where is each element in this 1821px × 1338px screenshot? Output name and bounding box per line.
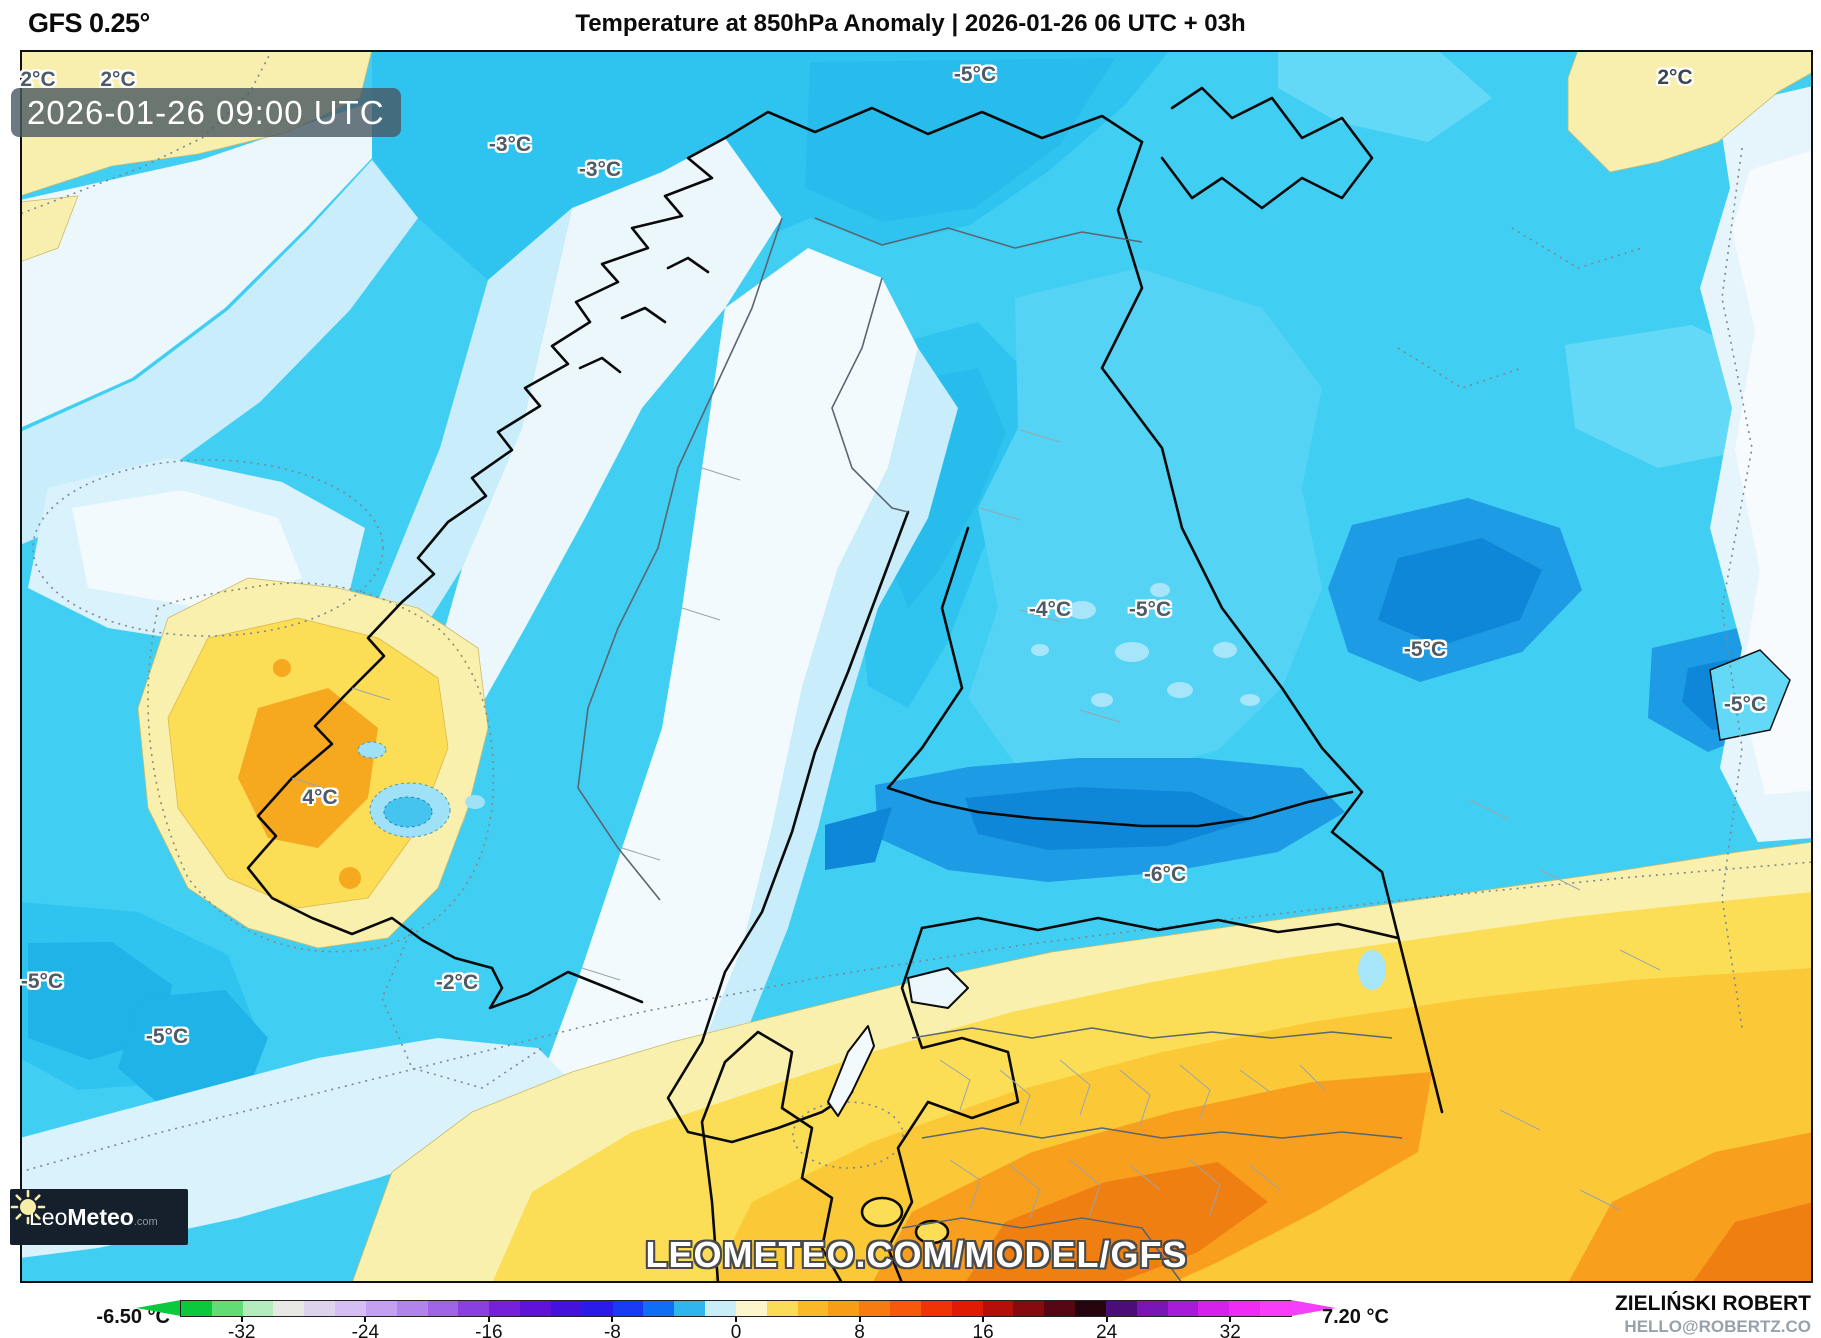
colorbar-tick: -32: [228, 1322, 256, 1338]
contour-lines: [20, 50, 1813, 1173]
cold-anomaly-regions: [20, 50, 1792, 1112]
temp-label: -5°C: [1403, 638, 1447, 661]
credit-author: ZIELIŃSKI ROBERT: [1614, 1292, 1811, 1315]
admin-borders: [291, 429, 1661, 1219]
colorbar-right-arrow: [1291, 1300, 1336, 1316]
temp-label: 2°C: [1657, 66, 1693, 89]
colorbar-tick-marks: [180, 1317, 1292, 1322]
coastlines: [246, 86, 1444, 1283]
temp-label: -5°C: [145, 1025, 189, 1048]
temp-label: -3°C: [578, 158, 622, 181]
colorbar-tick: 32: [1219, 1322, 1241, 1338]
temp-label: -3°C: [488, 133, 532, 156]
site-watermark: LEOMETEO.COM/MODEL/GFS: [645, 1234, 1188, 1275]
temp-label: -5°C: [1723, 693, 1767, 716]
logo-brand: Meteo: [67, 1203, 134, 1230]
local-cold-spots: [357, 741, 485, 838]
map-canvas: [20, 50, 1813, 1283]
logo-suffix: .com: [133, 1215, 158, 1228]
model-label: GFS 0.25°: [28, 8, 150, 38]
logo-text: LeoMeteo.com: [29, 1204, 158, 1231]
page-title: Temperature at 850hPa Anomaly | 2026-01-…: [575, 10, 1246, 37]
colorbar-gradient: [180, 1300, 1292, 1317]
country-borders: [577, 217, 1403, 1283]
temp-label: -2°C: [435, 971, 479, 994]
temp-label: -6°C: [1143, 863, 1187, 886]
colorbar-tick: 24: [1096, 1322, 1118, 1338]
temp-label: -5°C: [20, 970, 64, 993]
temp-label: 2°C: [20, 68, 56, 91]
warm-anomaly-regions: [20, 50, 1813, 1283]
colorbar-ticks: -32 -24 -16 -8 0 8 16 24 32: [180, 1322, 1292, 1338]
temp-label: -5°C: [953, 63, 997, 86]
colorbar-tick: -16: [475, 1322, 503, 1338]
temp-label: -4°C: [1028, 598, 1072, 621]
colorbar-tick: -24: [351, 1322, 380, 1338]
colorbar-tick: 8: [854, 1322, 865, 1338]
anomaly-map: 2°C 2°C -3°C -3°C -5°C 2°C -4°C -5°C -5°…: [10, 50, 1813, 1283]
colorbar-max-label: 7.20 °C: [1322, 1306, 1389, 1328]
lakes: [1031, 583, 1791, 990]
credit-contact: HELLO@ROBERTZ.CO: [1624, 1317, 1811, 1336]
temp-label: -5°C: [1128, 598, 1172, 621]
colorbar-tick: 16: [972, 1322, 994, 1338]
leometeo-logo: LeoMeteo.com: [10, 1189, 188, 1245]
timestamp-overlay: 2026-01-26 09:00 UTC: [11, 88, 401, 137]
timestamp-text: 2026-01-26 09:00 UTC: [27, 93, 385, 131]
map-border: [20, 50, 1813, 1283]
colorbar-tick: -8: [603, 1322, 621, 1338]
colorbar-left-arrow: [136, 1300, 181, 1316]
colorbar-tick: 0: [730, 1322, 742, 1338]
temp-label: 2°C: [100, 68, 136, 91]
temp-label: 4°C: [302, 786, 338, 809]
